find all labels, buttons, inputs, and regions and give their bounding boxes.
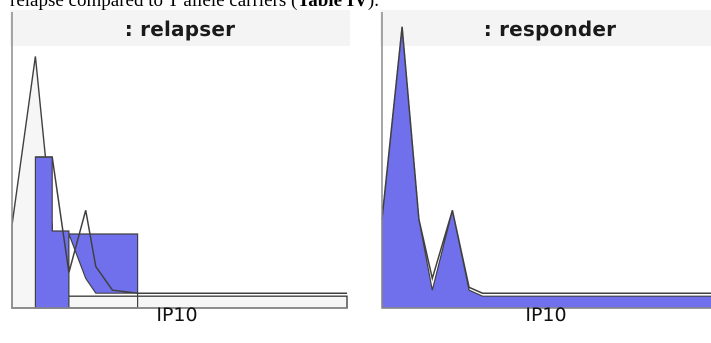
chart-panel-relapser: : relapser — [10, 10, 350, 310]
plot-area-responder — [380, 10, 711, 310]
caption-end: ). — [367, 0, 379, 11]
density-line-2 — [381, 26, 711, 294]
chart-title-relapser: : relapser — [124, 17, 236, 41]
chart-panel-responder: : responder — [380, 10, 711, 310]
caption-bold: Table IV — [297, 0, 368, 11]
chart-title-responder: : responder — [483, 17, 617, 41]
plot-area-relapser — [10, 10, 350, 310]
title-band — [10, 10, 350, 46]
caption-text: relapse compared to T allele carriers (T… — [10, 0, 379, 12]
caption-start: relapse compared to T allele carriers ( — [10, 0, 298, 11]
density-fill-2 — [34, 156, 139, 309]
plot-background — [380, 10, 711, 310]
x-axis-label-responder: IP10 — [525, 304, 567, 326]
title-band — [380, 10, 711, 46]
density-line-3 — [35, 156, 347, 294]
x-axis-label-relapser: IP10 — [156, 304, 198, 326]
